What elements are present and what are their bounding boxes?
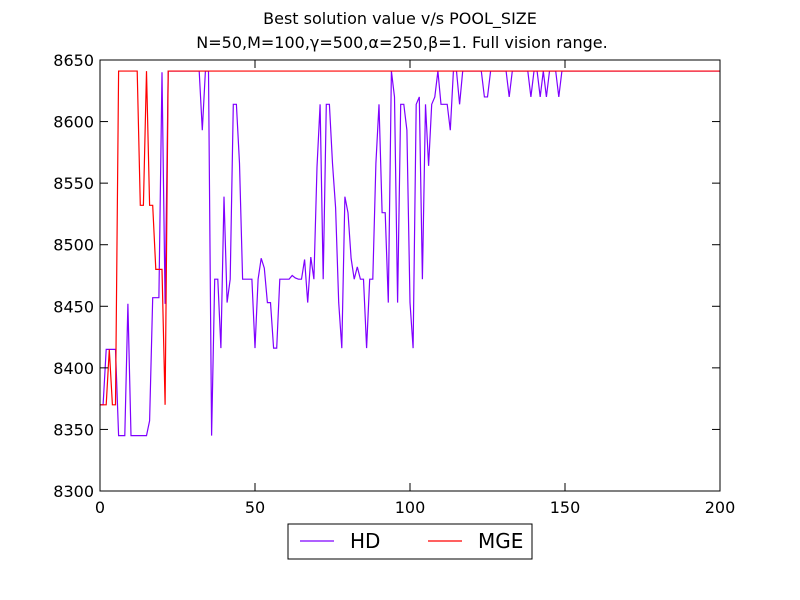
chart-title-text: Best solution value v/s POOL_SIZE bbox=[263, 9, 537, 29]
x-axis: 0 50 100 150 200 bbox=[95, 60, 735, 517]
series-line-hd bbox=[100, 70, 720, 437]
y-tick-label: 8350 bbox=[53, 420, 94, 439]
x-tick-label: 200 bbox=[705, 498, 736, 517]
series-line-mge bbox=[100, 70, 720, 406]
y-tick-label: 8400 bbox=[53, 359, 94, 378]
x-tick-label: 0 bbox=[95, 498, 105, 517]
legend: HD MGE bbox=[287, 523, 533, 560]
y-tick-label: 8600 bbox=[53, 113, 94, 132]
y-axis: 8300 8350 8400 8450 8500 8550 8600 8650 bbox=[53, 51, 720, 501]
y-tick-label: 8450 bbox=[53, 297, 94, 316]
series-layer bbox=[100, 70, 720, 437]
x-tick-label: 100 bbox=[395, 498, 426, 517]
chart-title: Best solution value v/s POOL_SIZE N=50,M… bbox=[196, 9, 607, 52]
x-tick-label: 50 bbox=[245, 498, 265, 517]
y-tick-label: 8300 bbox=[53, 482, 94, 501]
legend-box bbox=[287, 523, 533, 560]
y-tick-label: 8500 bbox=[53, 236, 94, 255]
y-tick-label: 8550 bbox=[53, 174, 94, 193]
legend-label-mge: MGE bbox=[478, 529, 523, 553]
legend-label-hd: HD bbox=[350, 529, 380, 553]
x-tick-label: 150 bbox=[550, 498, 581, 517]
chart-subtitle-text: N=50,M=100,γ=500,α=250,β=1. Full vision … bbox=[196, 33, 607, 52]
y-tick-label: 8650 bbox=[53, 51, 94, 70]
